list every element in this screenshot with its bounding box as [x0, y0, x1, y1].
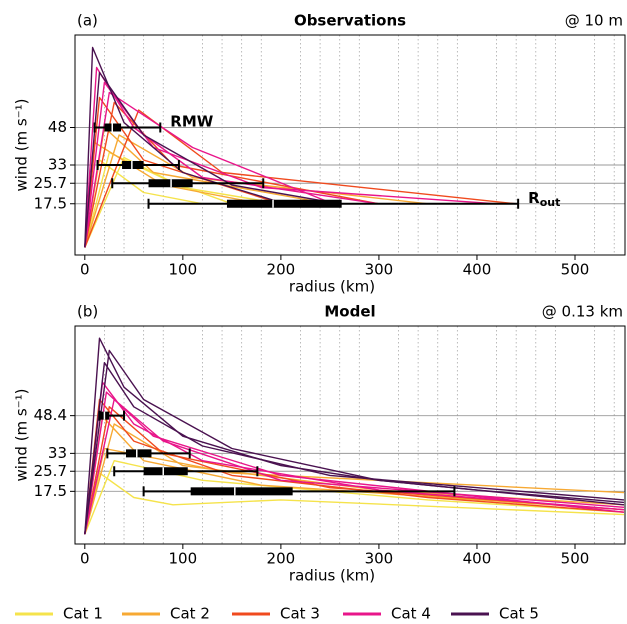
- x-tick-label: 200: [267, 550, 296, 568]
- legend-label: Cat 1: [63, 605, 103, 623]
- plot-frame: [74, 34, 626, 256]
- box-annotation: RMW: [170, 112, 213, 130]
- x-axis-label: radius (km): [289, 278, 375, 296]
- wind-profile: [84, 101, 380, 248]
- wind-profile: [84, 362, 625, 535]
- wind-profile: [84, 46, 282, 248]
- x-tick-label: 300: [365, 550, 394, 568]
- plot-frame: [74, 325, 626, 545]
- x-tick-label: 500: [561, 550, 590, 568]
- y-tick-label: 25.7: [34, 462, 67, 480]
- y-tick-label: 25.7: [34, 174, 67, 192]
- wind-profile: [84, 398, 625, 535]
- annotation-text: RMW: [170, 112, 213, 130]
- wind-profile: [84, 141, 262, 248]
- y-tick-label: 48: [48, 118, 67, 136]
- annotation-text: R: [528, 188, 540, 206]
- wind-profile: [84, 66, 380, 248]
- wind-profile: [84, 109, 517, 248]
- wind-profile: [84, 460, 625, 535]
- wind-profile: [84, 151, 282, 248]
- legend-label: Cat 5: [499, 605, 539, 623]
- x-tick-label: 100: [169, 550, 198, 568]
- panel-label: (a): [77, 12, 98, 30]
- x-tick-label: 500: [561, 261, 590, 279]
- wind-profile: [84, 156, 233, 248]
- legend-label: Cat 2: [170, 605, 210, 623]
- legend-label: Cat 3: [280, 605, 320, 623]
- y-tick-label: 17.5: [34, 194, 67, 212]
- panel-title: Model: [324, 303, 375, 321]
- x-axis-label: radius (km): [289, 567, 375, 585]
- legend-label: Cat 4: [391, 605, 431, 623]
- panel-label: (b): [77, 303, 98, 321]
- wind-profile: [84, 398, 625, 535]
- y-tick-label: 33: [48, 444, 67, 462]
- y-axis-label: wind (m s⁻¹): [13, 98, 31, 191]
- x-tick-label: 200: [267, 261, 296, 279]
- y-tick-label: 48.4: [34, 406, 67, 424]
- x-tick-label: 400: [463, 550, 492, 568]
- box-annotation: Rout: [528, 188, 560, 209]
- wind-profile: [84, 349, 625, 535]
- y-tick-label: 17.5: [34, 482, 67, 500]
- y-axis-label: wind (m s⁻¹): [13, 388, 31, 481]
- x-tick-label: 100: [169, 261, 198, 279]
- panel-title: Observations: [294, 12, 406, 30]
- x-tick-label: 400: [463, 261, 492, 279]
- altitude: @ 0.13 km: [542, 303, 623, 321]
- x-tick-label: 0: [80, 261, 90, 279]
- box: [122, 161, 144, 169]
- altitude: @ 10 m: [565, 12, 623, 30]
- box: [190, 487, 293, 496]
- box: [226, 199, 342, 208]
- y-tick-label: 33: [48, 156, 67, 174]
- x-tick-label: 0: [80, 550, 90, 568]
- box: [143, 467, 188, 476]
- x-tick-label: 300: [365, 261, 394, 279]
- annotation-subscript: out: [540, 196, 561, 209]
- wind-profile: [84, 391, 625, 535]
- box: [125, 449, 152, 458]
